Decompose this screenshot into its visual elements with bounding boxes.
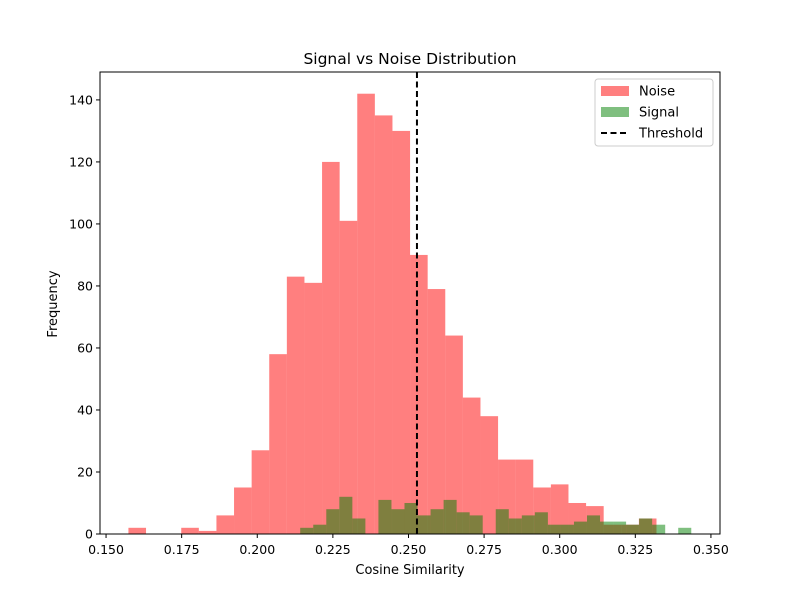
signal-bar xyxy=(547,524,561,534)
signal-bar xyxy=(521,515,535,534)
x-axis-label: Cosine Similarity xyxy=(355,563,465,578)
noise-bar xyxy=(357,93,375,534)
plot-frame xyxy=(99,71,721,535)
noise-bar xyxy=(339,220,358,534)
signal-bar xyxy=(600,521,614,534)
signal-bar xyxy=(652,524,666,534)
noise-bar xyxy=(269,354,287,534)
x-tick-label: 0.225 xyxy=(315,542,351,557)
noise-bar xyxy=(410,254,428,535)
noise-bar xyxy=(392,130,411,534)
signal-bar xyxy=(339,496,353,534)
y-tick-label: 40 xyxy=(77,402,93,417)
chart-title: Signal vs Noise Distribution xyxy=(303,50,516,68)
y-tick-label: 100 xyxy=(69,216,93,231)
x-axis: 0.150 0.175 0.200 0.225 0.250 0.275 0.300 0.325… xyxy=(88,534,729,557)
x-tick-label: 0.250 xyxy=(391,542,427,557)
signal-bar xyxy=(678,527,692,534)
noise-bar xyxy=(234,487,252,534)
noise-bar xyxy=(462,397,481,534)
noise-bar xyxy=(198,530,217,534)
y-axis: 0 20 40 60 80 100 120 140 xyxy=(69,92,100,542)
noise-bar xyxy=(304,282,323,534)
legend-label-threshold: Threshold xyxy=(638,127,703,142)
x-tick-label: 0.300 xyxy=(542,542,578,557)
signal-bar xyxy=(378,499,392,534)
signal-bar xyxy=(300,527,314,534)
signal-bar xyxy=(352,518,366,534)
signal-bar xyxy=(469,515,483,534)
noise-bar xyxy=(427,289,446,534)
x-tick-label: 0.275 xyxy=(466,542,502,557)
signal-bar xyxy=(626,524,640,534)
signal-bar xyxy=(560,524,574,534)
signal-bar xyxy=(456,512,470,534)
y-tick-label: 80 xyxy=(77,278,93,293)
signal-bar xyxy=(430,509,444,534)
signal-bar xyxy=(443,499,457,534)
y-axis-label: Frequency xyxy=(46,270,61,337)
legend-label-noise: Noise xyxy=(639,85,675,100)
noise-bar xyxy=(128,527,147,534)
series-noise xyxy=(128,93,657,535)
y-tick-label: 140 xyxy=(69,92,93,107)
signal-bar xyxy=(404,502,418,534)
noise-bar xyxy=(286,276,305,534)
noise-bar xyxy=(322,161,340,534)
noise-bar xyxy=(216,515,235,534)
signal-bar xyxy=(586,515,601,534)
signal-bar xyxy=(495,509,509,534)
noise-bar xyxy=(550,484,569,534)
legend-swatch-signal xyxy=(601,107,629,117)
plot-area xyxy=(128,72,692,535)
x-tick-label: 0.175 xyxy=(164,542,200,557)
noise-bar xyxy=(181,527,199,534)
y-tick-label: 20 xyxy=(77,464,93,479)
signal-bar xyxy=(639,518,653,534)
legend-swatch-noise xyxy=(601,86,629,96)
legend-label-signal: Signal xyxy=(639,106,679,121)
x-tick-label: 0.325 xyxy=(617,542,653,557)
y-tick-label: 60 xyxy=(77,340,93,355)
signal-bar xyxy=(508,518,522,534)
signal-bar xyxy=(313,524,327,534)
signal-bar xyxy=(391,509,405,534)
signal-bar xyxy=(417,515,431,534)
series-signal xyxy=(300,496,692,534)
y-tick-label: 120 xyxy=(69,154,93,169)
legend: Noise Signal Threshold xyxy=(594,78,714,147)
x-tick-label: 0.350 xyxy=(693,542,729,557)
noise-bar xyxy=(445,335,463,534)
signal-bar xyxy=(573,521,587,534)
signal-bar xyxy=(534,512,548,534)
noise-bar xyxy=(251,450,270,534)
signal-bar xyxy=(326,509,340,534)
x-tick-label: 0.150 xyxy=(88,542,124,557)
y-tick-label: 0 xyxy=(85,527,93,542)
noise-bar xyxy=(480,416,499,534)
x-tick-label: 0.200 xyxy=(239,542,275,557)
signal-bar xyxy=(613,521,627,534)
noise-bar xyxy=(374,115,393,534)
